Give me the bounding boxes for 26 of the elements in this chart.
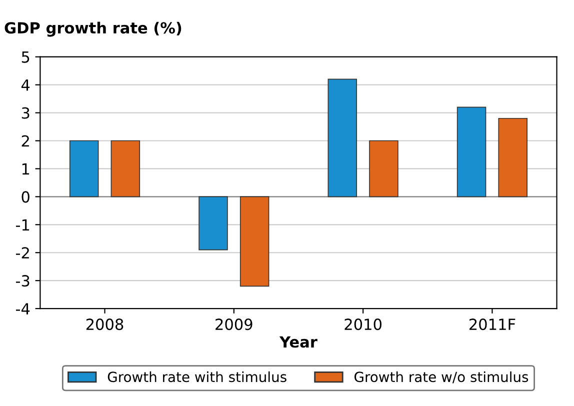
- bar: [110, 140, 140, 198]
- bar: [69, 140, 99, 198]
- x-axis-title: Year: [279, 336, 318, 348]
- y-tick-label: -1: [16, 219, 30, 230]
- y-tick-label: -4: [16, 303, 30, 314]
- x-tick-label: 2011F: [469, 318, 516, 330]
- y-tick-label: 4: [21, 79, 30, 91]
- bar: [369, 140, 398, 198]
- y-tick-label: 1: [22, 163, 30, 175]
- x-tick-label: 2009: [216, 318, 252, 330]
- bar: [498, 118, 528, 198]
- bar: [198, 196, 228, 250]
- bar: [240, 196, 270, 287]
- y-tick-label: 5: [22, 52, 30, 63]
- bar: [328, 78, 358, 198]
- x-tick-label: 2010: [344, 318, 382, 330]
- y-tick-label: -2: [16, 247, 29, 258]
- y-tick-label: -3: [16, 275, 30, 287]
- bar: [456, 106, 486, 198]
- y-axis-title: GDP growth rate (%): [4, 22, 182, 37]
- y-tick-label: 0: [22, 191, 30, 203]
- y-tick-label: 3: [22, 107, 30, 119]
- y-tick-label: 2: [22, 135, 29, 147]
- legend-label: Growth rate w/o stimulus: [354, 371, 528, 384]
- x-tick-label: 2008: [86, 318, 124, 330]
- legend-label: Growth rate with stimulus: [108, 371, 286, 382]
